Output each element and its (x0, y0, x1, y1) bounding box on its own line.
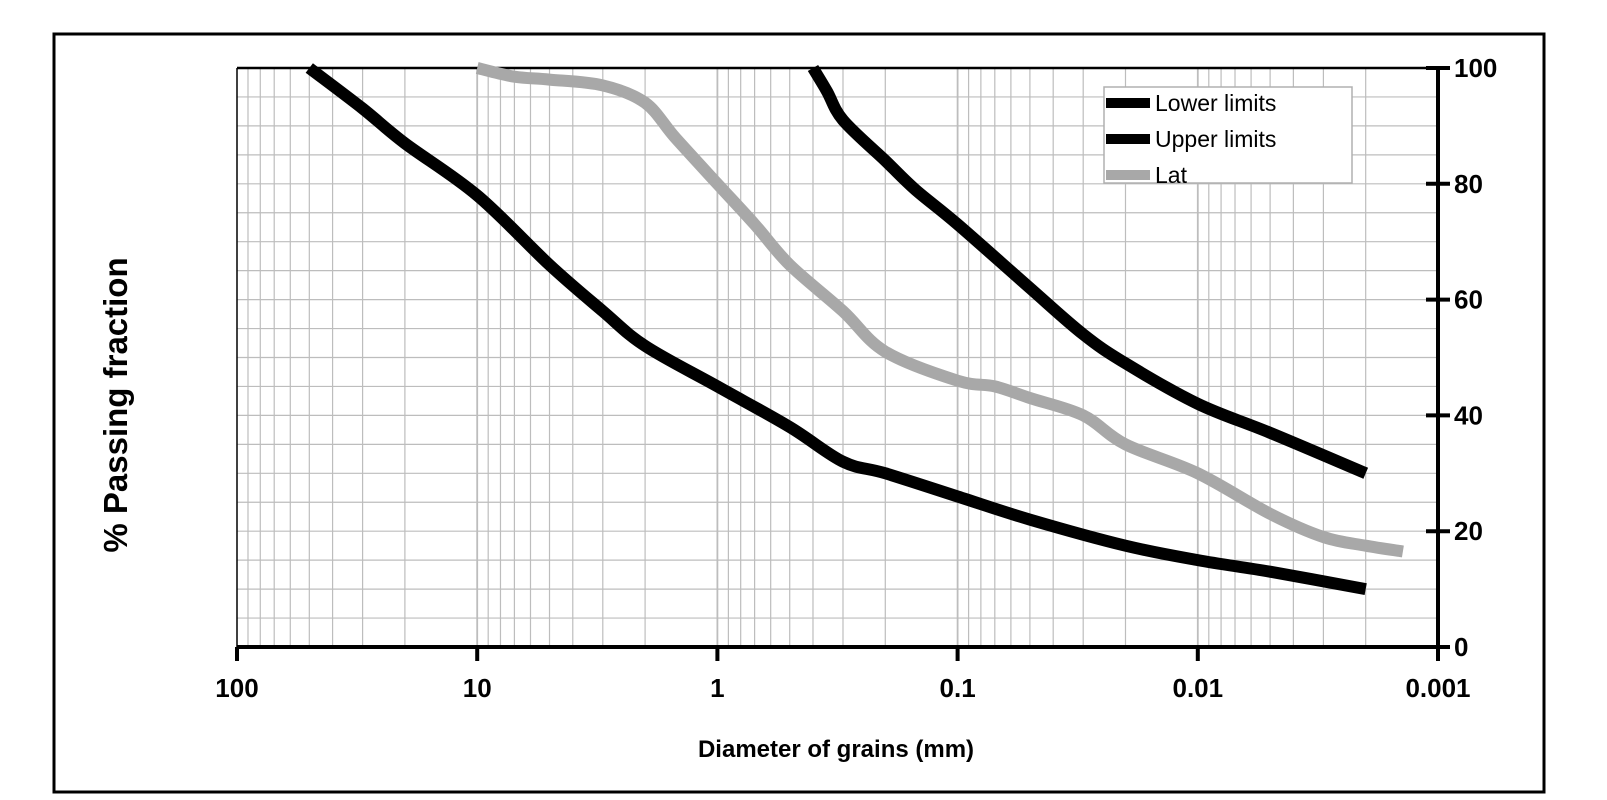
x-tick-label: 10 (463, 673, 492, 703)
series-group (305, 62, 1404, 596)
x-tick-label: 100 (215, 673, 258, 703)
y-axis-title: % Passing fraction (97, 257, 134, 552)
legend: Lower limits Upper limits Lat (1103, 86, 1353, 188)
x-tick-labels: 100 10 1 0.1 0.01 0.001 (215, 673, 1470, 703)
y-tick-label: 80 (1454, 169, 1483, 199)
axes (235, 66, 1450, 661)
legend-label-upper-limits: Upper limits (1155, 126, 1276, 152)
legend-label-lower-limits: Lower limits (1155, 90, 1276, 116)
y-tick-label: 40 (1454, 400, 1483, 430)
series-line-lower-limits (305, 63, 1367, 596)
x-tick-label: 1 (710, 673, 724, 703)
x-tick-label: 0.1 (940, 673, 976, 703)
y-tick-label: 20 (1454, 516, 1483, 546)
x-axis-title: Diameter of grains (mm) (698, 736, 974, 763)
y-tick-label: 100 (1454, 53, 1497, 83)
series-line-upper-limits (807, 64, 1369, 479)
y-tick-labels: 0 20 40 60 80 100 (1454, 53, 1497, 662)
x-tick-label: 0.01 (1172, 673, 1223, 703)
legend-label-lat: Lat (1155, 162, 1188, 188)
y-tick-label: 60 (1454, 285, 1483, 315)
series-line-lat (475, 62, 1404, 558)
y-tick-label: 0 (1454, 632, 1468, 662)
x-tick-label: 0.001 (1405, 673, 1470, 703)
